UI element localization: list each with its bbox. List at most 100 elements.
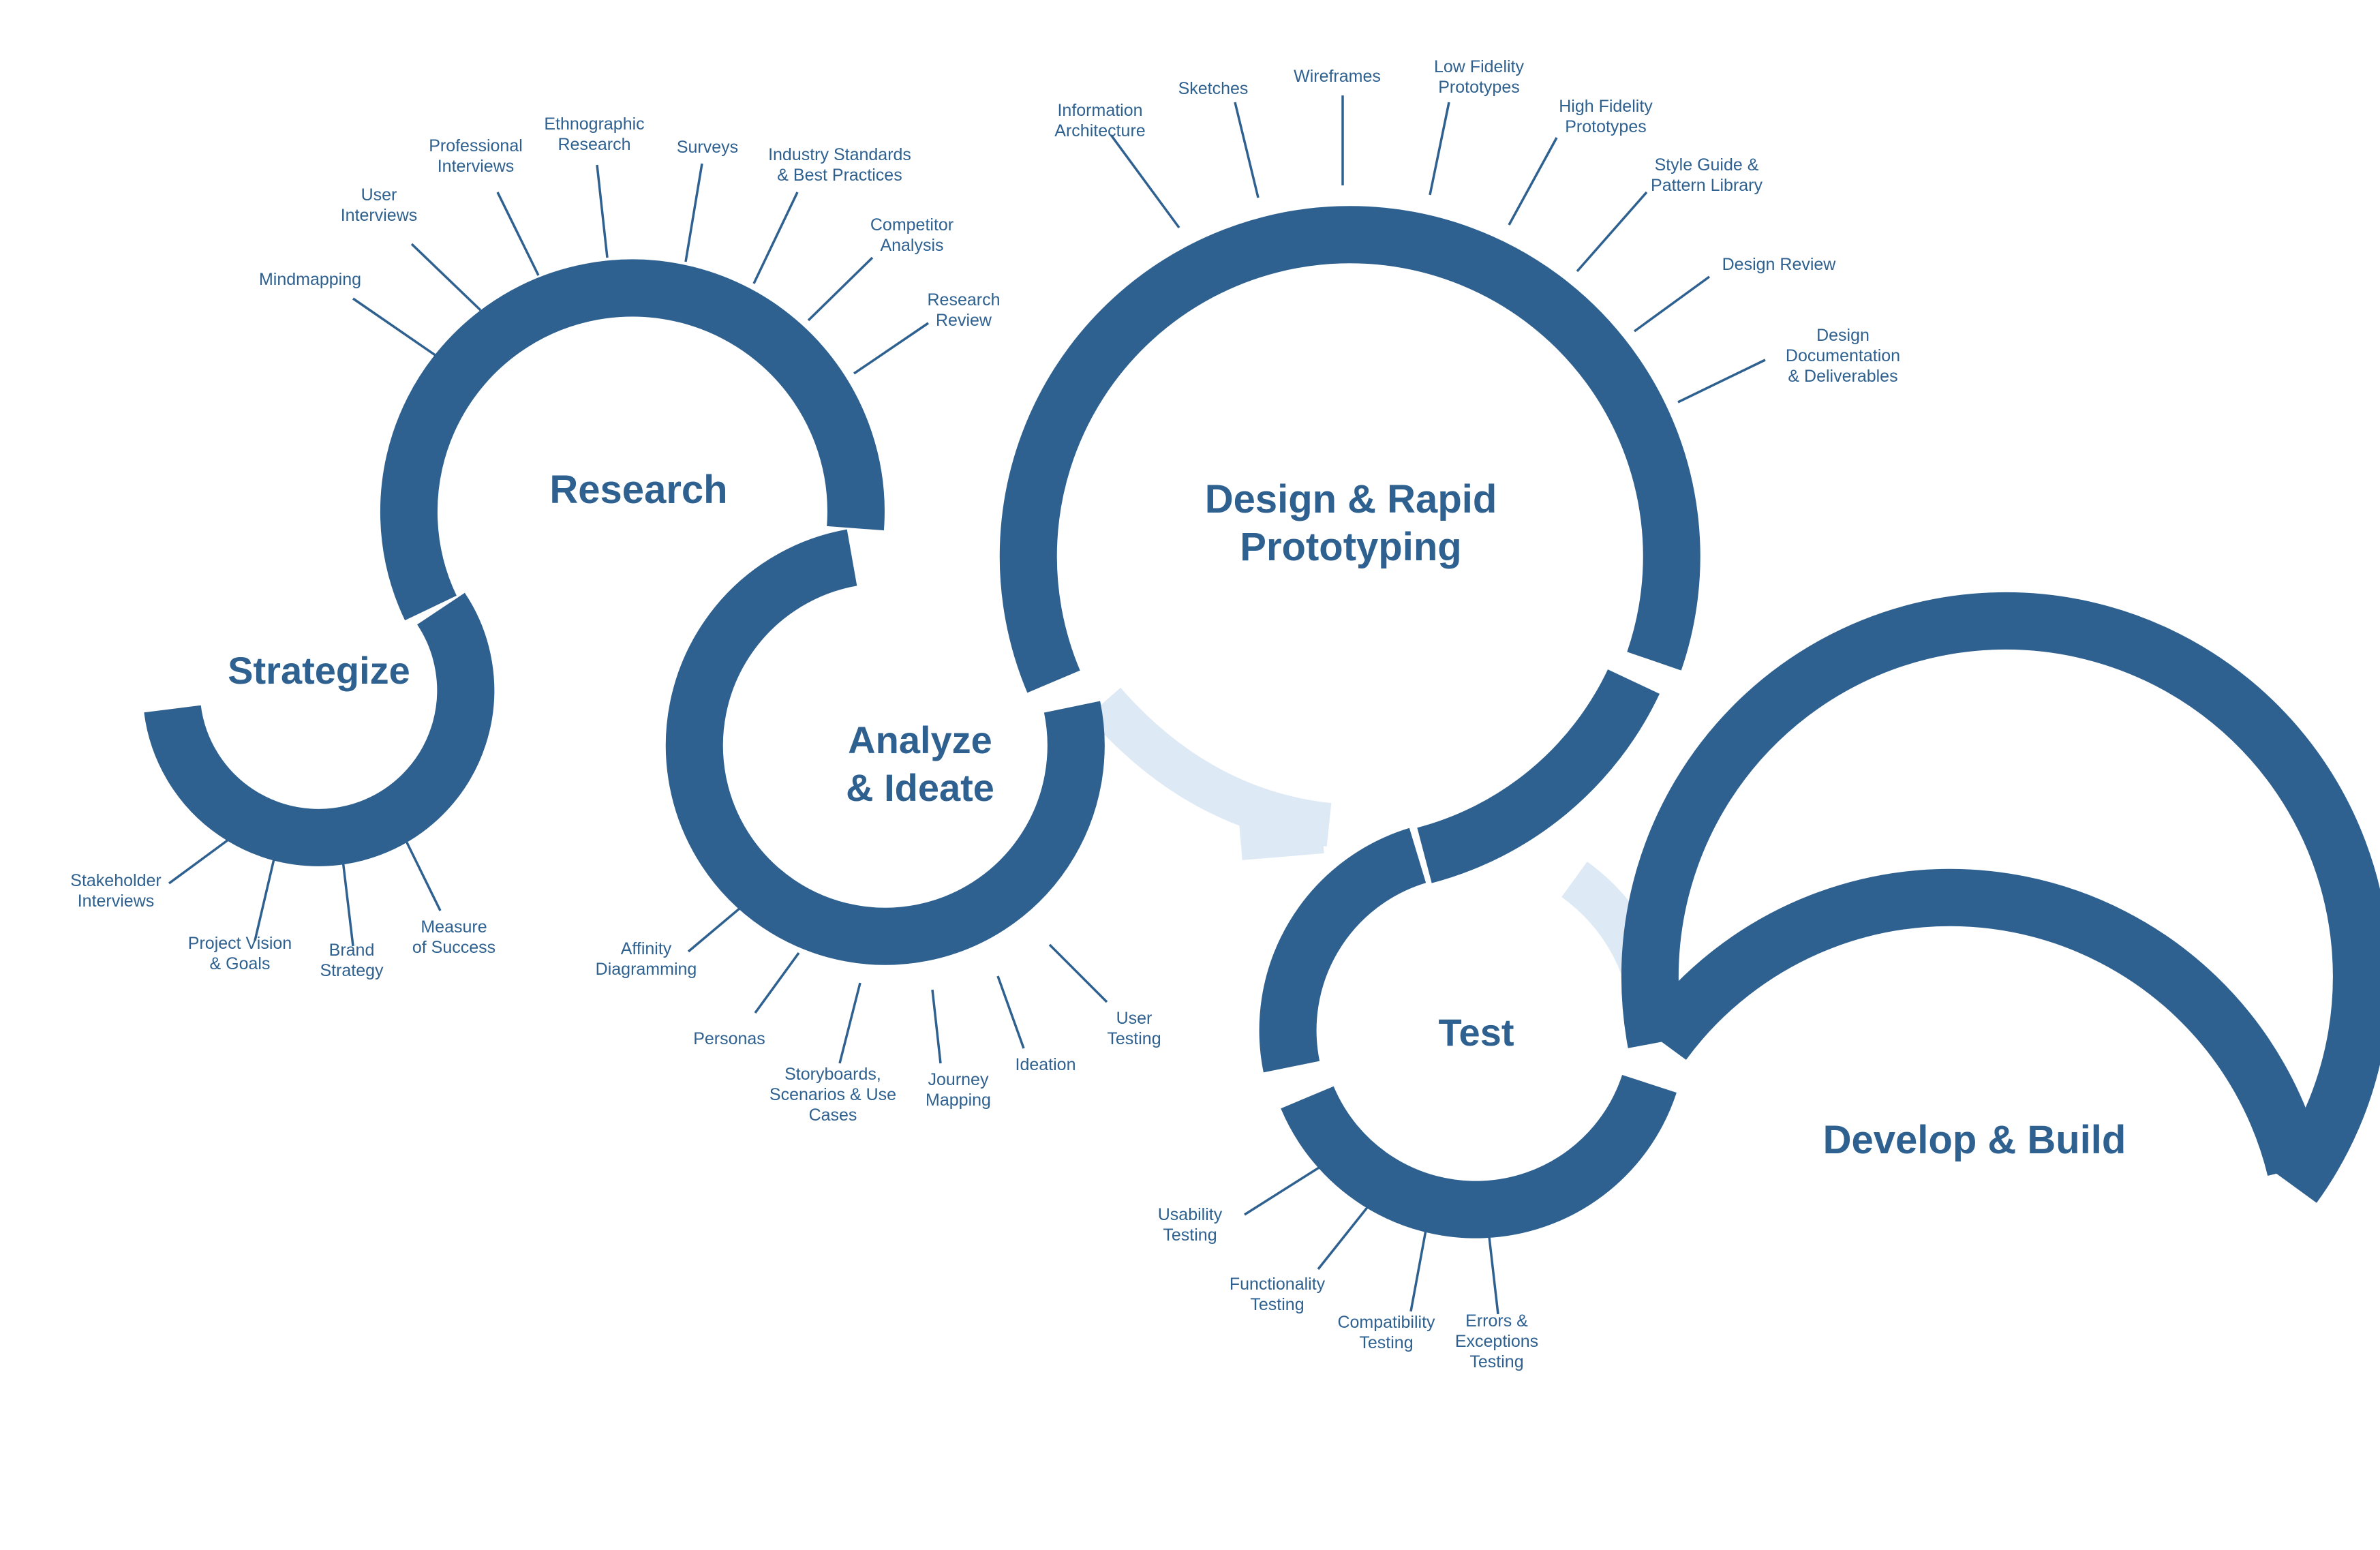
spoke-design-8 xyxy=(1677,359,1766,404)
phase-title-line: Develop & Build xyxy=(1823,1118,2126,1162)
sub-step-label-test-3: Compatibility Testing xyxy=(1337,1313,1435,1352)
phase-title-analyze: Analyze & Ideate xyxy=(846,718,994,809)
sub-step-label-line: of Success xyxy=(412,938,495,957)
spoke-test-3 xyxy=(1409,1222,1429,1312)
spoke-test-4 xyxy=(1487,1230,1499,1315)
sub-step-label-strategize-3: Brand Strategy xyxy=(320,941,384,980)
spoke-research-2 xyxy=(410,243,482,311)
sub-step-label-line: Journey xyxy=(928,1070,989,1089)
sub-step-label-research-1: Mindmapping xyxy=(259,270,361,289)
ring-develop xyxy=(1621,592,2380,1203)
sub-step-label-line: Exceptions xyxy=(1455,1332,1538,1351)
spoke-strategize-3 xyxy=(341,860,354,947)
spoke-analyze-1 xyxy=(687,900,750,953)
sub-step-label-line: & Deliverables xyxy=(1788,367,1897,386)
spoke-research-3 xyxy=(496,192,540,276)
ring-strategize xyxy=(144,592,495,866)
sub-step-label-line: Interviews xyxy=(341,206,418,225)
spoke-design-6 xyxy=(1576,191,1648,273)
spoke-research-1 xyxy=(352,297,437,357)
sub-step-label-line: Strategy xyxy=(320,961,384,980)
sub-step-label-line: Interviews xyxy=(438,157,515,176)
phase-title-line: Strategize xyxy=(228,649,410,692)
sub-step-label-line: Research xyxy=(558,135,631,154)
spoke-analyze-3 xyxy=(838,982,861,1064)
sub-step-label-line: Surveys xyxy=(677,138,738,157)
spoke-analyze-6 xyxy=(1048,943,1108,1003)
sub-step-label-analyze-4: Journey Mapping xyxy=(926,1070,991,1110)
ring-analyze xyxy=(665,529,1105,965)
sub-step-label-research-8: Research Review xyxy=(928,290,1001,330)
sub-step-label-line: Research xyxy=(928,290,1001,309)
ring-develop-upper xyxy=(1640,868,2323,1176)
spoke-research-6 xyxy=(752,192,799,284)
sub-step-label-test-2: Functionality Testing xyxy=(1230,1275,1326,1314)
spoke-analyze-2 xyxy=(754,952,800,1014)
ring-design xyxy=(999,206,1700,693)
spoke-analyze-5 xyxy=(996,975,1025,1049)
sub-step-label-line: Usability xyxy=(1158,1205,1223,1224)
sub-step-label-line: Personas xyxy=(693,1029,765,1048)
sub-step-label-line: Ideation xyxy=(1016,1055,1076,1074)
phase-title-line: Research xyxy=(549,468,727,512)
spoke-design-4 xyxy=(1429,102,1450,196)
sub-step-label-analyze-3: Storyboards, Scenarios & Use Cases xyxy=(769,1065,896,1125)
phase-title-develop: Develop & Build xyxy=(1823,1118,2126,1162)
spoke-design-1 xyxy=(1110,134,1180,229)
connector-arc-design-inner xyxy=(1238,810,1324,860)
phase-titles: Strategize Research Analyze & Ideate Design … xyxy=(228,468,2126,1162)
sub-step-label-line: Stakeholder xyxy=(70,871,161,890)
spoke-analyze-4 xyxy=(931,989,942,1064)
sub-step-label-test-1: Usability Testing xyxy=(1158,1205,1223,1245)
spoke-design-7 xyxy=(1633,275,1711,333)
spoke-strategize-4 xyxy=(404,839,442,911)
phase-title-line: Analyze xyxy=(848,718,992,761)
sub-step-label-line: High Fidelity xyxy=(1559,97,1653,116)
sub-step-label-line: Interviews xyxy=(78,892,155,911)
sub-step-label-line: Documentation xyxy=(1786,346,1900,365)
ring-test-lower xyxy=(1281,1074,1677,1239)
sub-step-label-research-7: Competitor Analysis xyxy=(870,215,953,255)
sub-step-label-line: Wireframes xyxy=(1294,67,1381,86)
spoke-research-7 xyxy=(807,256,874,322)
sub-step-label-design-1: Information Architecture xyxy=(1054,101,1145,140)
phase-title-test: Test xyxy=(1439,1011,1514,1054)
sub-step-spokes xyxy=(168,95,1766,1315)
sub-step-label-line: Prototypes xyxy=(1438,78,1520,97)
sub-step-label-analyze-5: Ideation xyxy=(1016,1055,1076,1074)
sub-step-label-research-4: Ethnographic Research xyxy=(544,115,644,154)
sub-step-label-line: Mindmapping xyxy=(259,270,361,289)
sub-step-label-research-3: Professional Interviews xyxy=(429,136,523,176)
spoke-test-1 xyxy=(1244,1164,1323,1216)
sub-step-label-line: Analysis xyxy=(880,236,943,255)
sub-step-label-strategize-4: Measure of Success xyxy=(412,917,495,957)
sub-step-label-design-6: Style Guide & Pattern Library xyxy=(1651,155,1763,195)
sub-step-label-design-7: Design Review xyxy=(1722,255,1837,274)
sub-step-label-research-6: Industry Standards & Best Practices xyxy=(768,145,911,185)
sub-step-label-line: User xyxy=(1116,1009,1153,1028)
sub-step-label-design-3: Wireframes xyxy=(1294,67,1381,86)
spoke-strategize-2 xyxy=(254,855,276,941)
sub-step-label-line: Information xyxy=(1057,101,1142,120)
sub-step-label-line: Ethnographic xyxy=(544,115,644,134)
spoke-research-4 xyxy=(596,164,609,258)
sub-step-label-line: Measure xyxy=(421,917,487,937)
spoke-research-8 xyxy=(853,322,929,375)
sub-step-labels: Stakeholder Interviews Project Vision & Goa… xyxy=(70,57,1900,1371)
phase-title-line: & Ideate xyxy=(846,766,994,809)
sub-step-label-line: Competitor xyxy=(870,215,953,234)
sub-step-label-line: Prototypes xyxy=(1565,117,1647,136)
sub-step-label-line: & Goals xyxy=(210,954,271,973)
sub-step-label-research-5: Surveys xyxy=(677,138,738,157)
spoke-design-2 xyxy=(1234,102,1260,198)
sub-step-label-line: Storyboards, xyxy=(784,1065,881,1084)
sub-step-label-line: Testing xyxy=(1359,1333,1413,1352)
connector-arc-design-to-test xyxy=(1087,687,1332,847)
sub-step-label-strategize-1: Stakeholder Interviews xyxy=(70,871,161,911)
sub-step-label-design-8: Design Documentation & Deliverables xyxy=(1786,326,1900,386)
sub-step-label-analyze-1: Affinity Diagramming xyxy=(596,939,697,979)
sub-step-label-line: Cases xyxy=(809,1106,857,1125)
ring-test xyxy=(1259,827,1427,1073)
